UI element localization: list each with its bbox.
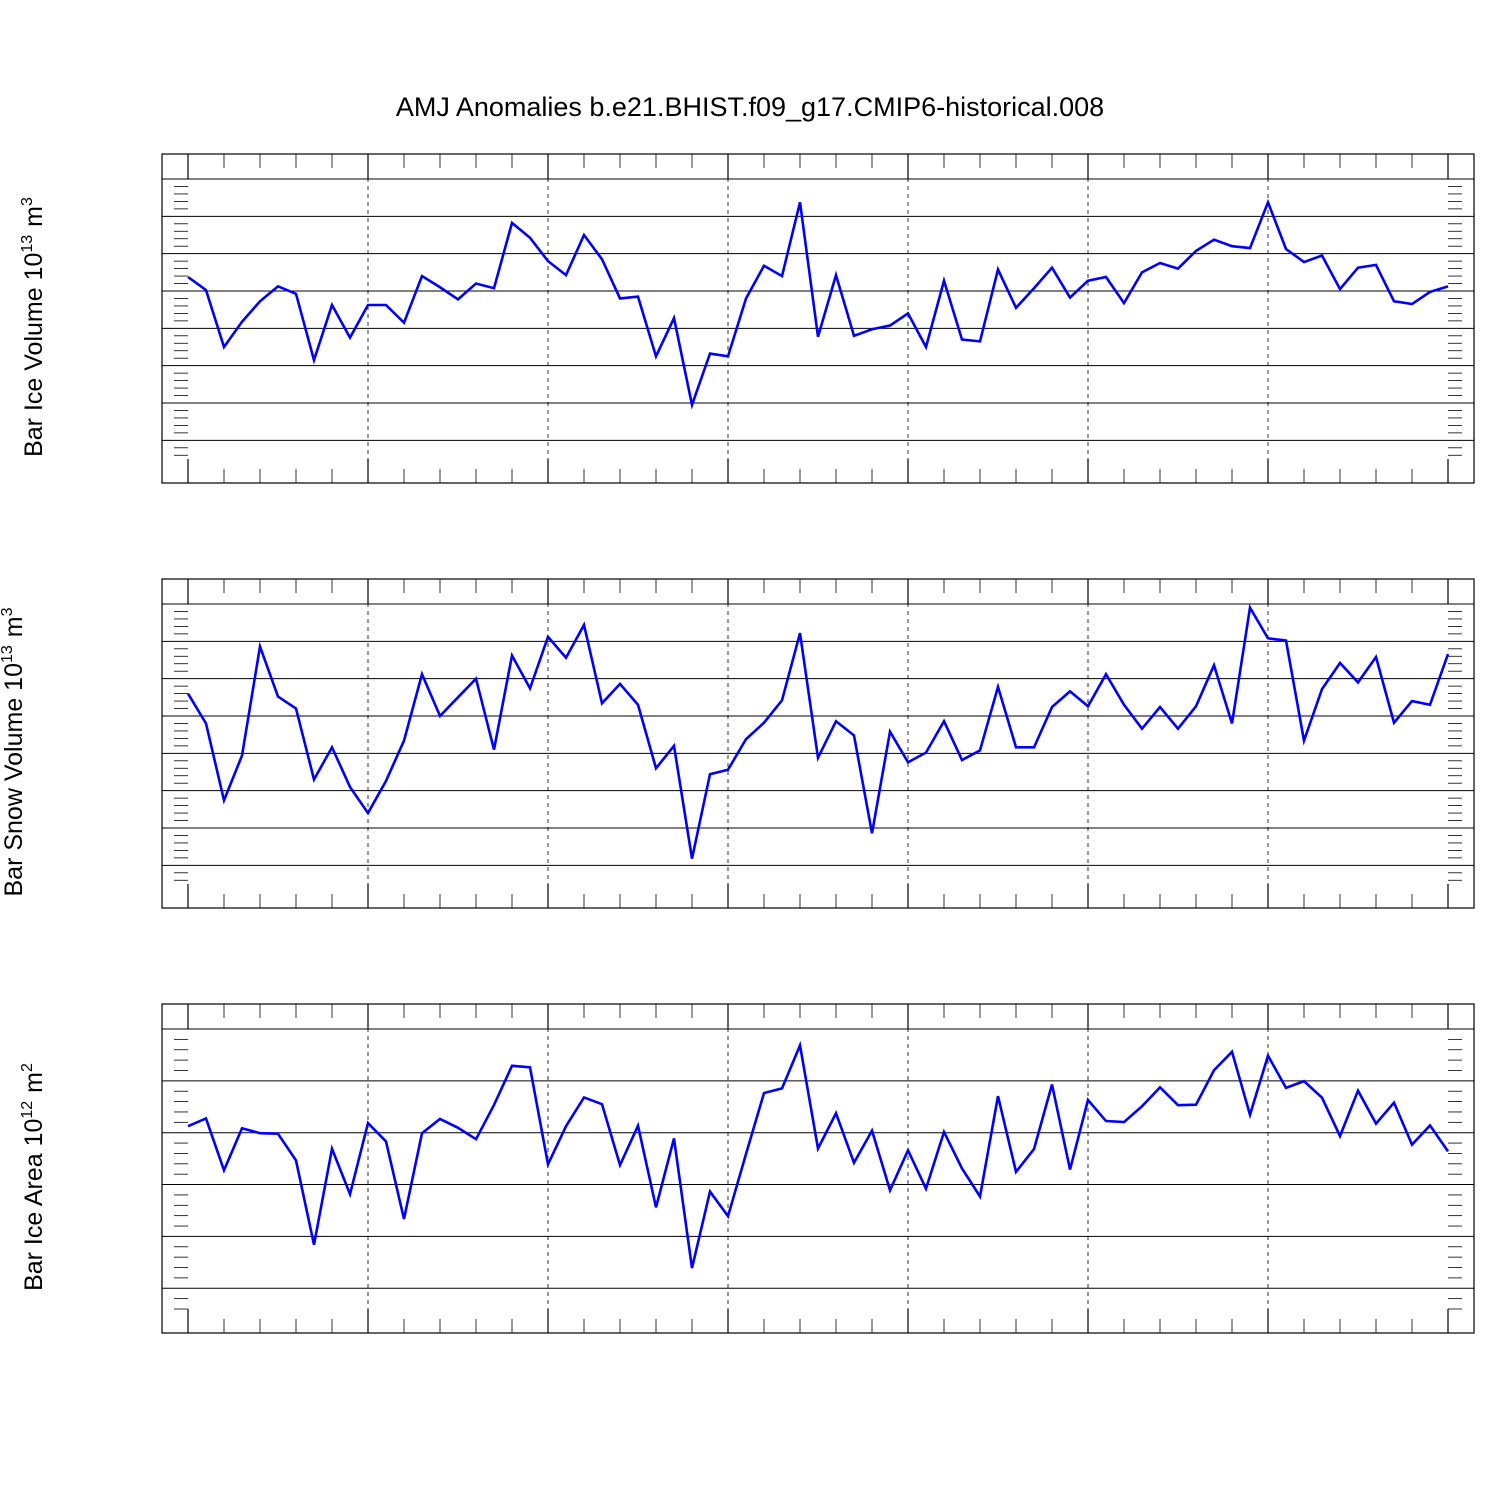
y-axis-label-unit: m	[20, 1072, 48, 1093]
y-axis-label-unit-exponent: 3	[19, 197, 36, 206]
y-axis-label-exponent: 13	[19, 235, 36, 253]
y-axis-label: Bar Ice Area 1012 m2	[19, 1063, 48, 1291]
y-axis-label-exponent: 13	[0, 645, 16, 663]
y-axis-label-exponent: 12	[19, 1101, 36, 1119]
y-axis-label-text: Bar Ice Area 10	[20, 1119, 48, 1291]
y-axis-label: Bar Snow Volume 1013 m3	[0, 607, 28, 896]
series-line	[187, 1040, 1450, 1269]
y-axis-label-text: Bar Ice Volume 10	[20, 253, 48, 457]
plot-frame	[161, 578, 1475, 909]
y-axis-label-unit: m	[20, 206, 48, 227]
series-line	[187, 198, 1449, 410]
y-axis-label-text: Bar Snow Volume 10	[0, 663, 28, 896]
plot-frame	[161, 153, 1475, 484]
y-axis-label-unit-exponent: 2	[19, 1063, 36, 1072]
y-axis-label-unit-exponent: 3	[0, 607, 16, 616]
series-line	[186, 603, 1450, 859]
y-axis-label: Bar Ice Volume 1013 m3	[19, 197, 48, 457]
y-axis-label-unit: m	[0, 616, 28, 637]
plot-frame	[161, 1003, 1475, 1334]
chart-title: AMJ Anomalies b.e21.BHIST.f09_g17.CMIP6-…	[396, 92, 1104, 122]
